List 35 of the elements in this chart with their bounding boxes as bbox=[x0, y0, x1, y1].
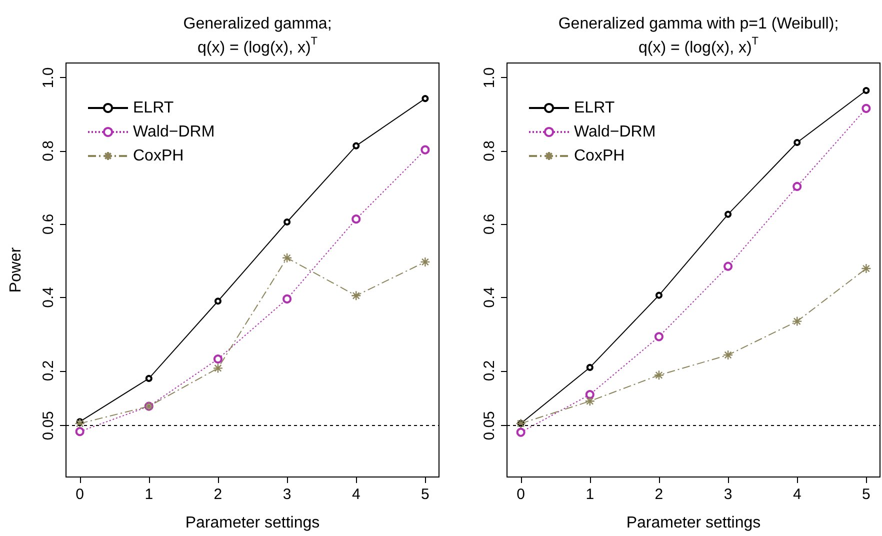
legend-label: ELRT bbox=[574, 100, 615, 116]
x-tick-label: 0 bbox=[76, 486, 84, 503]
legend-label: Wald−DRM bbox=[133, 124, 215, 140]
x-tick-label: 0 bbox=[516, 486, 525, 503]
x-tick-label: 5 bbox=[862, 486, 870, 503]
x-tick-label: 2 bbox=[214, 486, 222, 503]
x-tick-label: 1 bbox=[144, 486, 154, 503]
y-tick-label: 0.4 bbox=[481, 287, 498, 308]
legend-label: ELRT bbox=[133, 100, 174, 116]
x-tick-label: 4 bbox=[352, 486, 360, 503]
y-tick-label: 0.6 bbox=[40, 214, 57, 235]
x-tick-label: 2 bbox=[654, 486, 664, 503]
y-axis-title: Power bbox=[8, 246, 24, 293]
legend-label: CoxPH bbox=[574, 148, 625, 164]
chart-title: Generalized gamma with p=1 (Weibull); bbox=[558, 16, 839, 32]
x-axis-title: Parameter settings bbox=[626, 514, 761, 532]
y-tick-label: 0.05 bbox=[40, 411, 57, 440]
y-tick-label: 0.6 bbox=[481, 214, 498, 235]
x-tick-label: 3 bbox=[282, 486, 292, 503]
y-tick-label: 0.8 bbox=[481, 140, 498, 162]
x-axis-title: Parameter settings bbox=[185, 514, 320, 532]
x-tick-label: 5 bbox=[421, 486, 430, 503]
y-tick-label: 0.05 bbox=[481, 411, 498, 440]
y-tick-label: 0.4 bbox=[40, 287, 57, 308]
legend-label: Wald−DRM bbox=[574, 124, 656, 140]
y-tick-label: 0.8 bbox=[40, 140, 57, 162]
y-tick-label: 0.2 bbox=[481, 360, 498, 382]
y-tick-label: 1.0 bbox=[40, 67, 57, 88]
y-tick-label: 0.2 bbox=[40, 360, 57, 382]
x-tick-label: 3 bbox=[724, 486, 732, 503]
x-tick-label: 4 bbox=[792, 486, 802, 503]
chart-title: Generalized gamma; bbox=[183, 16, 332, 32]
legend-label: CoxPH bbox=[133, 148, 184, 164]
x-tick-label: 1 bbox=[586, 486, 594, 503]
y-tick-label: 1.0 bbox=[481, 67, 498, 88]
